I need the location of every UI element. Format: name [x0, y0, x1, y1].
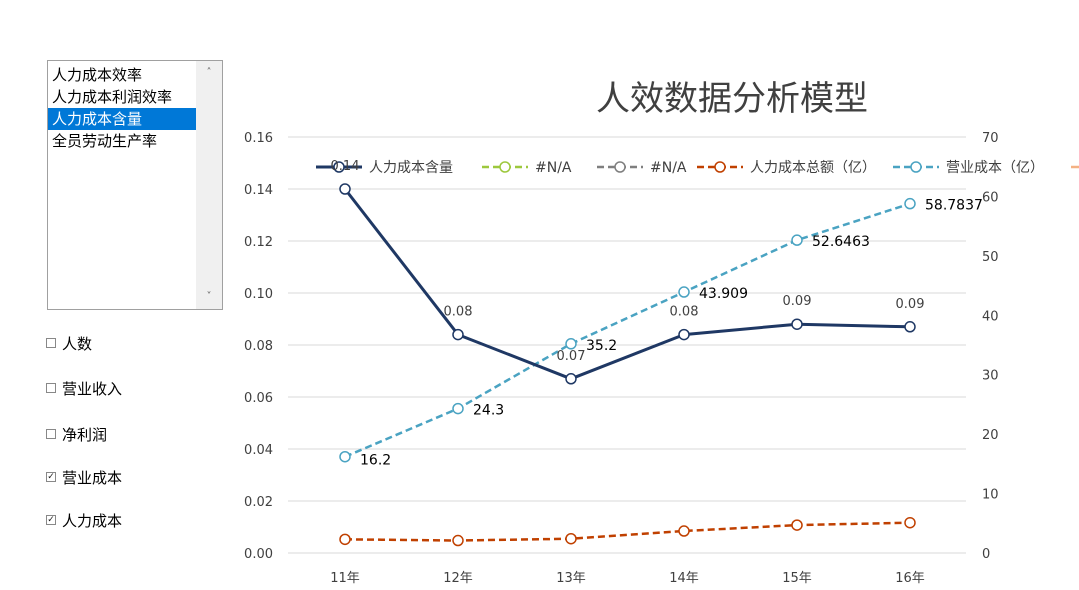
checkbox-label: 人力成本	[62, 511, 123, 530]
data-label: 16.2	[360, 453, 391, 469]
y-left-tick-label: 0.06	[244, 391, 273, 406]
legend-swatch-marker	[614, 161, 626, 173]
series-line	[344, 202, 911, 458]
y-right-tick-label: 60	[982, 190, 999, 205]
y-left-tick-label: 0.08	[244, 339, 273, 354]
data-point	[565, 373, 577, 385]
data-label: 0.09	[896, 297, 925, 312]
y-left-tick-label: 0.16	[244, 131, 273, 146]
y-left-tick-label: 0.02	[244, 495, 273, 510]
y-right-tick-label: 50	[982, 250, 999, 265]
x-tick-label: 14年	[669, 571, 699, 586]
y-right-tick-label: 0	[982, 547, 990, 562]
listbox-items: 人力成本效率人力成本利润效率人力成本含量全员劳动生产率	[48, 64, 196, 152]
y-left-tick-label: 0.10	[244, 287, 273, 302]
checkbox-label: 营业成本	[62, 468, 123, 487]
data-point	[452, 534, 464, 547]
data-point	[904, 321, 916, 333]
data-label: 24.3	[473, 403, 504, 419]
y-right-tick-label: 20	[982, 428, 999, 443]
listbox-item[interactable]: 人力成本效率	[52, 66, 143, 84]
listbox-item[interactable]: 人力成本含量	[48, 108, 196, 130]
legend-entry: 人力成本含量	[369, 160, 453, 176]
checkbox-row[interactable]: 净利润	[46, 422, 107, 446]
y-right-tick-label: 70	[982, 131, 999, 146]
checkbox-unchecked-icon[interactable]	[46, 429, 56, 439]
legend-swatch-marker	[910, 161, 922, 173]
x-tick-label: 15年	[782, 571, 812, 586]
scroll-down-icon[interactable]: ˅	[206, 291, 212, 302]
y-right-tick-label: 30	[982, 369, 999, 384]
series-line	[344, 521, 911, 542]
checkbox-label: 净利润	[62, 425, 108, 444]
x-tick-label: 13年	[556, 571, 586, 586]
checkbox-label: 人数	[62, 334, 93, 353]
checkbox-row[interactable]: 人数	[46, 331, 92, 355]
scroll-up-icon[interactable]: ˄	[206, 67, 212, 78]
checkbox-checked-icon[interactable]: ✓	[46, 515, 56, 525]
data-point	[678, 525, 690, 537]
legend-entry: #N/A	[535, 160, 572, 176]
series-line	[343, 188, 911, 381]
legend-entry: #N/A	[650, 160, 687, 176]
y-left-tick-label: 0.12	[244, 235, 273, 250]
y-left-tick-label: 0.00	[244, 547, 273, 562]
checkbox-label: 营业收入	[62, 379, 123, 398]
listbox-item[interactable]: 全员劳动生产率	[52, 132, 158, 150]
data-point	[565, 532, 577, 545]
data-point	[791, 234, 803, 246]
data-point	[339, 183, 351, 195]
chart-title: 人效数据分析模型	[596, 79, 868, 119]
checkbox-row[interactable]: ✓ 人力成本	[46, 508, 122, 532]
data-label: 0.07	[557, 349, 586, 364]
y-left-tick-label: 0.04	[244, 443, 273, 458]
data-label: 43.909	[699, 286, 748, 302]
listbox-scrollbar[interactable]: ˄ ˅	[196, 61, 222, 309]
data-label: 0.09	[783, 294, 812, 309]
data-label: 0.14	[331, 159, 360, 174]
data-label: 0.08	[670, 305, 699, 320]
data-label: 52.6463	[812, 234, 870, 250]
legend-entry: 人力成本总额（亿）	[750, 160, 876, 176]
y-right-tick-label: 10	[982, 488, 999, 503]
checkbox-row[interactable]: ✓ 营业成本	[46, 465, 122, 489]
checkbox-unchecked-icon[interactable]	[46, 383, 56, 393]
legend-swatch-marker	[333, 161, 345, 173]
data-point	[904, 197, 916, 210]
checkbox-checked-icon[interactable]: ✓	[46, 472, 56, 482]
x-tick-label: 16年	[895, 571, 925, 586]
x-tick-label: 11年	[330, 571, 360, 586]
data-point	[791, 318, 803, 330]
listbox-item[interactable]: 人力成本利润效率	[52, 88, 173, 106]
legend-entry: 营业成本（亿）	[946, 160, 1044, 176]
metric-listbox[interactable]: 人力成本效率人力成本利润效率人力成本含量全员劳动生产率 ˄ ˅	[47, 60, 223, 310]
data-point	[678, 286, 690, 298]
data-point	[791, 519, 803, 531]
data-point	[339, 533, 351, 546]
data-point	[565, 338, 577, 350]
data-label: 35.2	[586, 338, 617, 354]
checkbox-unchecked-icon[interactable]	[46, 338, 56, 348]
legend-swatch-marker	[499, 161, 511, 173]
y-right-tick-label: 40	[982, 309, 999, 324]
data-point	[678, 328, 690, 341]
x-tick-label: 12年	[443, 571, 473, 586]
data-point	[904, 516, 916, 529]
y-left-tick-label: 0.14	[244, 183, 273, 198]
legend-swatch-marker	[714, 161, 726, 173]
data-label: 58.7837	[925, 198, 983, 214]
data-point	[452, 328, 464, 341]
checkbox-row[interactable]: 营业收入	[46, 376, 122, 400]
data-point	[339, 450, 351, 463]
data-point	[452, 402, 464, 415]
data-label: 0.08	[444, 305, 473, 320]
